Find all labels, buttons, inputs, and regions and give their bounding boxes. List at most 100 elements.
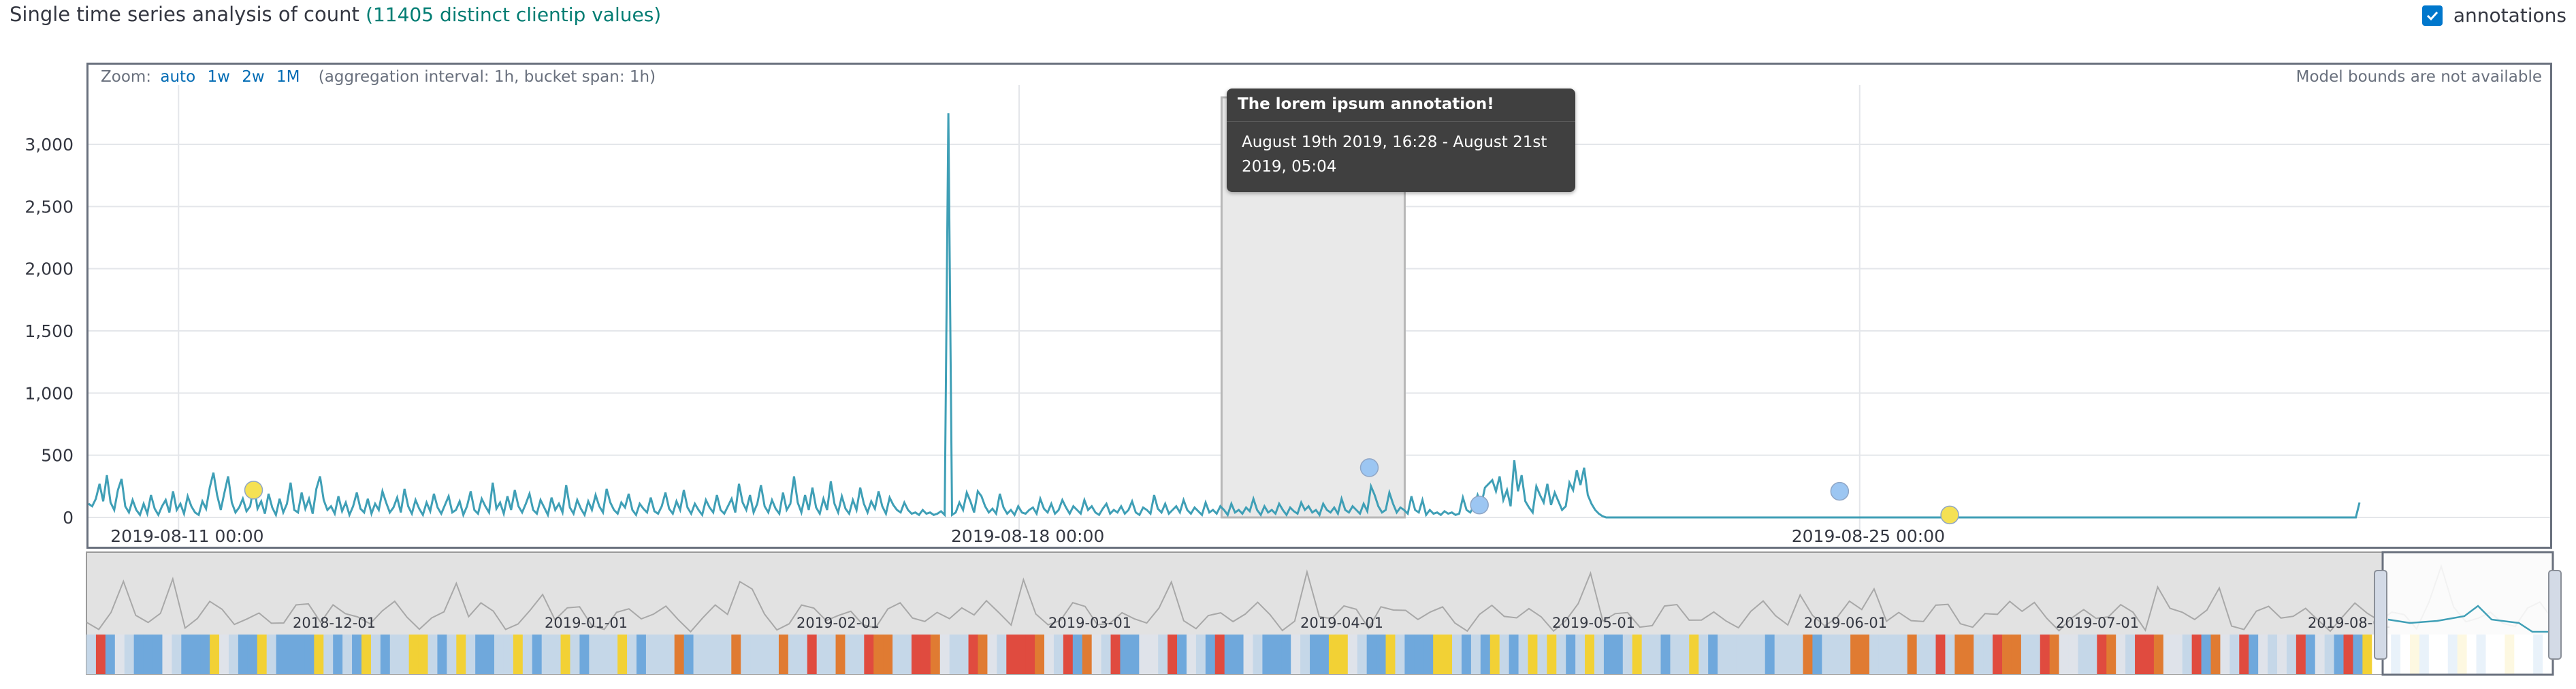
swimlane-cell: [228, 635, 239, 674]
checkmark-icon: [2426, 11, 2438, 20]
swimlane-cell: [1035, 635, 1045, 674]
swimlane-cell: [1907, 635, 1918, 674]
swimlane-cell: [276, 635, 287, 674]
swimlane-cell: [172, 635, 182, 674]
swimlane-cell: [2106, 635, 2116, 674]
swimlane-cell: [1366, 635, 1377, 674]
annotations-checkbox[interactable]: [2421, 5, 2443, 26]
swimlane-cell: [1224, 635, 1235, 674]
swimlane-cell: [920, 635, 931, 674]
swimlane-cell: [1993, 635, 2003, 674]
chart-frame: [86, 63, 2552, 549]
swimlane-cell: [949, 635, 960, 674]
swimlane-cell: [750, 635, 760, 674]
swimlane-cell: [1745, 635, 1756, 674]
y-tick-label: 0: [63, 508, 74, 528]
swimlane-cell: [532, 635, 543, 674]
swimlane-cell: [1926, 635, 1936, 674]
swimlane-cell: [873, 635, 884, 674]
swimlane-cell: [778, 635, 789, 674]
swimlane-cell: [105, 635, 116, 674]
anomaly-marker: [1830, 481, 1850, 501]
swimlane-cell: [1850, 635, 1861, 674]
swimlane-cell: [655, 635, 666, 674]
swimlane-cell: [1433, 635, 1443, 674]
swimlane-cell: [1443, 635, 1453, 674]
swimlane-cell: [1613, 635, 1624, 674]
swimlane-cell: [408, 635, 419, 674]
swimlane-cell: [352, 635, 362, 674]
chart-title-text: Single time series analysis of count: [10, 3, 359, 26]
swimlane-cell: [997, 635, 1007, 674]
zoom-1m-link[interactable]: 1M: [276, 68, 300, 86]
swimlane-cell: [627, 635, 637, 674]
swimlane-cell: [380, 635, 391, 674]
swimlane-cell: [683, 635, 694, 674]
swimlane-cell: [266, 635, 277, 674]
swimlane-cell: [987, 635, 997, 674]
swimlane-cell: [219, 635, 229, 674]
swimlane-cell: [124, 635, 135, 674]
swimlane-cell: [1281, 635, 1291, 674]
swimlane-cell: [968, 635, 978, 674]
swimlane-cell: [314, 635, 324, 674]
swimlane-cell: [181, 635, 191, 674]
anomaly-marker: [1359, 458, 1379, 477]
swimlane-cell: [389, 635, 400, 674]
swimlane-cell: [2191, 635, 2202, 674]
anomaly-marker: [1470, 495, 1489, 515]
swimlane-cell: [2210, 635, 2221, 674]
swimlane-cell: [1822, 635, 1832, 674]
swimlane-cell: [1670, 635, 1680, 674]
swimlane-cell: [437, 635, 447, 674]
swimlane-cell: [1310, 635, 1320, 674]
swimlane-cell: [911, 635, 922, 674]
swimlane-cell: [370, 635, 381, 674]
x-tick-label: 2019-08-25 00:00: [1792, 526, 1945, 546]
chart-subtitle: (11405 distinct clientip values): [366, 3, 662, 26]
swimlane-cell: [845, 635, 855, 674]
swimlane-cell: [636, 635, 647, 674]
swimlane-cell: [1186, 635, 1197, 674]
swimlane-cell: [1234, 635, 1244, 674]
swimlane-cell: [1168, 635, 1178, 674]
swimlane-cell: [1110, 635, 1121, 674]
swimlane-cell: [466, 635, 476, 674]
swimlane-cell: [152, 635, 163, 674]
anomaly-markers: [244, 458, 1959, 525]
zoom-auto-link[interactable]: auto: [160, 68, 196, 86]
swimlane-cell: [1357, 635, 1368, 674]
x-tick-label: 2019-08-11 00:00: [110, 526, 263, 546]
swimlane-cell: [741, 635, 751, 674]
swimlane-cell: [1869, 635, 1880, 674]
y-tick-label: 3,000: [25, 135, 74, 155]
swimlane-cell: [1158, 635, 1168, 674]
annotations-label[interactable]: annotations: [2453, 4, 2566, 27]
zoom-1w-link[interactable]: 1w: [207, 68, 230, 86]
swimlane-cell: [541, 635, 552, 674]
zoom-2w-link[interactable]: 2w: [242, 68, 265, 86]
swimlane-cell: [1566, 635, 1576, 674]
y-tick-label: 1,500: [25, 321, 74, 341]
swimlane-cell: [1120, 635, 1130, 674]
anomaly-marker: [1940, 505, 1959, 525]
tooltip-body: August 19th 2019, 16:28 - August 21st 20…: [1227, 122, 1575, 187]
swimlane-cell: [1452, 635, 1462, 674]
swimlane-cell: [1935, 635, 1946, 674]
swimlane-cell: [1945, 635, 1955, 674]
swimlane-cell: [1660, 635, 1671, 674]
swimlane-cell: [731, 635, 741, 674]
swimlane-cell: [257, 635, 268, 674]
swimlane-cell: [797, 635, 808, 674]
swimlane-cell: [617, 635, 628, 674]
swimlane-cell: [589, 635, 599, 674]
swimlane-cell: [551, 635, 562, 674]
swimlane-cell: [1025, 635, 1035, 674]
swimlane-cell: [333, 635, 343, 674]
annotations-toggle[interactable]: annotations: [2421, 4, 2566, 27]
swimlane-cell: [883, 635, 893, 674]
swimlane-cell: [703, 635, 713, 674]
swimlane-cell: [304, 635, 315, 674]
swimlane-cell: [285, 635, 295, 674]
swimlane-cell: [1916, 635, 1927, 674]
